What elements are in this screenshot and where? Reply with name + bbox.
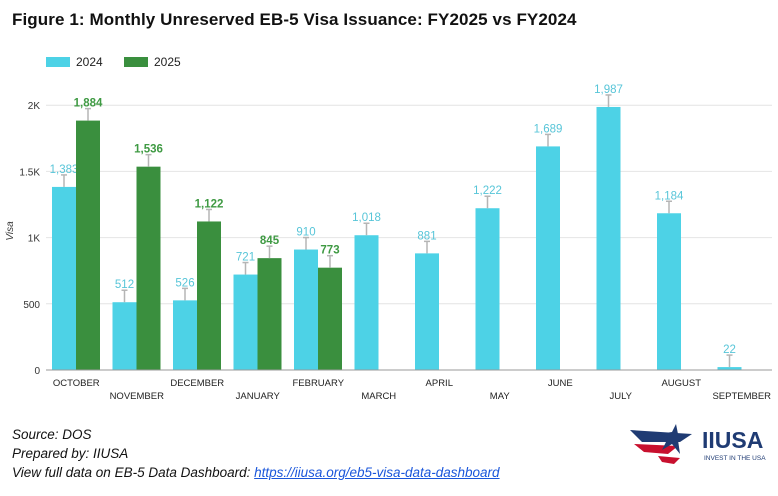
legend-swatch-2025 (124, 57, 148, 67)
bar-2024-may (475, 208, 500, 370)
data-label-2024-july: 1,987 (594, 84, 623, 96)
y-tick-label: 1.5K (19, 167, 40, 178)
source-text: Source: DOS (12, 427, 92, 442)
bar-2024-december (173, 300, 197, 370)
x-tick-label-may: MAY (490, 391, 511, 402)
bar-2024-april (415, 253, 439, 370)
data-label-2025-november: 1,536 (134, 144, 163, 156)
bar-2025-january (257, 258, 282, 370)
data-label-2024-october: 1,383 (50, 164, 79, 176)
logo-tagline: INVEST IN THE USA (704, 455, 766, 462)
bar-2024-march (354, 235, 379, 370)
data-label-2024-june: 1,689 (534, 123, 563, 135)
x-tick-label-january: JANUARY (236, 391, 281, 402)
x-tick-label-august: AUGUST (661, 378, 701, 389)
x-tick-label-february: FEBRUARY (292, 378, 344, 389)
data-label-2024-december: 526 (175, 277, 194, 289)
logo-wing-red (634, 444, 678, 454)
data-label-2024-november: 512 (115, 279, 134, 291)
x-tick-label-june: JUNE (548, 378, 573, 389)
x-tick-label-december: DECEMBER (170, 378, 224, 389)
logo-name: IIUSA (702, 427, 763, 453)
prepared-text: Prepared by: IIUSA (12, 446, 129, 461)
view-data-line: View full data on EB-5 Data Dashboard: h… (12, 463, 500, 482)
bar-2025-december (197, 221, 221, 370)
x-tick-label-november: NOVEMBER (110, 391, 165, 402)
view-data-text: View full data on EB-5 Data Dashboard: (12, 465, 255, 480)
data-label-2024-february: 910 (296, 227, 315, 239)
data-label-2024-august: 1,184 (655, 190, 684, 202)
bar-2025-february (318, 267, 342, 370)
bar-2024-august (657, 213, 681, 370)
bar-2025-november (136, 166, 161, 370)
bar-2024-february (294, 249, 318, 370)
x-tick-label-july: JULY (609, 391, 632, 402)
y-tick-label: 1K (28, 234, 41, 245)
data-label-2024-january: 721 (236, 252, 255, 264)
bar-2024-september (717, 367, 742, 370)
iiusa-logo: IIUSA INVEST IN THE USA (628, 420, 778, 470)
bar-2024-october (52, 186, 76, 370)
legend-label-2024: 2024 (76, 55, 103, 69)
data-label-2024-may: 1,222 (473, 185, 502, 197)
y-axis-title: Visa (5, 221, 16, 241)
x-tick-label-october: OCTOBER (53, 378, 100, 389)
data-label-2024-march: 1,018 (352, 212, 381, 224)
dashboard-link[interactable]: https://iiusa.org/eb5-visa-data-dashboar… (254, 465, 500, 480)
legend-label-2025: 2025 (154, 55, 181, 69)
y-tick-label: 2K (28, 101, 41, 112)
data-label-2025-january: 845 (260, 235, 280, 247)
x-tick-label-april: APRIL (426, 378, 453, 389)
logo-stripe (658, 456, 680, 464)
y-tick-label: 500 (23, 300, 40, 311)
data-label-2025-october: 1,884 (74, 98, 103, 110)
bar-2024-june (536, 146, 560, 370)
bar-2024-july (596, 106, 621, 370)
data-label-2025-february: 773 (320, 245, 339, 257)
data-label-2024-april: 881 (417, 230, 436, 242)
x-tick-label-september: SEPTEMBER (712, 391, 771, 402)
bar-2024-november (112, 302, 137, 370)
y-tick-label: 0 (34, 366, 40, 377)
legend-swatch-2024 (46, 57, 70, 67)
bar-2024-january (233, 274, 258, 370)
data-label-2024-september: 22 (723, 344, 736, 356)
bar-chart: 0 500 1K 1.5K 2K Visa 2024 2025 1,383 1,884 OCTOBE… (5, 55, 772, 402)
logo-star-icon (658, 424, 688, 454)
x-tick-label-march: MARCH (361, 391, 396, 402)
footer: Source: DOS Prepared by: IIUSA View full… (12, 425, 500, 482)
page-title: Figure 1: Monthly Unreserved EB-5 Visa I… (12, 10, 577, 29)
data-label-2025-december: 1,122 (195, 198, 224, 210)
bar-2025-october (76, 120, 100, 370)
